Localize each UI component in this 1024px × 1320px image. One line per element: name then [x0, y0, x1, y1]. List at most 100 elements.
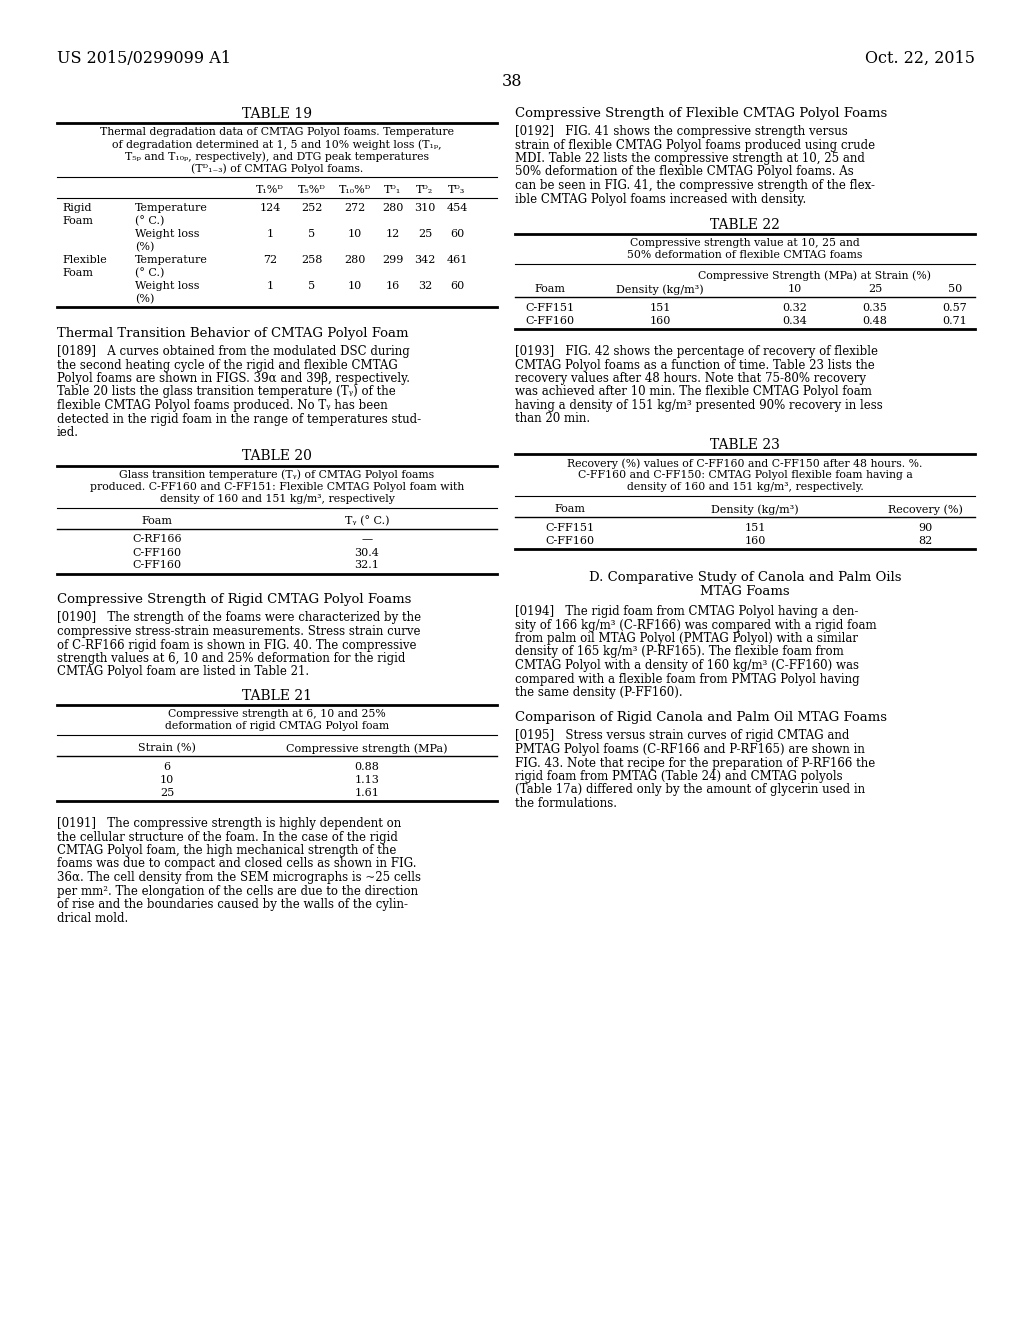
Text: Recovery (%): Recovery (%)	[888, 504, 963, 515]
Text: Density (kg/m³): Density (kg/m³)	[712, 504, 799, 515]
Text: Temperature: Temperature	[135, 203, 208, 213]
Text: 342: 342	[415, 255, 435, 265]
Text: Table 20 lists the glass transition temperature (Tᵧ) of the: Table 20 lists the glass transition temp…	[57, 385, 395, 399]
Text: of rise and the boundaries caused by the walls of the cylin-: of rise and the boundaries caused by the…	[57, 898, 408, 911]
Text: CMTAG Polyol foams as a function of time. Table 23 lists the: CMTAG Polyol foams as a function of time…	[515, 359, 874, 371]
Text: 258: 258	[301, 255, 323, 265]
Text: Density (kg/m³): Density (kg/m³)	[616, 284, 703, 294]
Text: ied.: ied.	[57, 426, 79, 440]
Text: (%): (%)	[135, 294, 155, 305]
Text: compressive stress-strain measurements. Stress strain curve: compressive stress-strain measurements. …	[57, 624, 421, 638]
Text: TABLE 19: TABLE 19	[242, 107, 312, 121]
Text: strength values at 6, 10 and 25% deformation for the rigid: strength values at 6, 10 and 25% deforma…	[57, 652, 406, 665]
Text: 124: 124	[259, 203, 281, 213]
Text: (%): (%)	[135, 242, 155, 252]
Text: the cellular structure of the foam. In the case of the rigid: the cellular structure of the foam. In t…	[57, 830, 398, 843]
Text: strain of flexible CMTAG Polyol foams produced using crude: strain of flexible CMTAG Polyol foams pr…	[515, 139, 876, 152]
Text: [0190]   The strength of the foams were characterized by the: [0190] The strength of the foams were ch…	[57, 611, 421, 624]
Text: 1.61: 1.61	[354, 788, 380, 799]
Text: of degradation determined at 1, 5 and 10% weight loss (T₁ₚ,: of degradation determined at 1, 5 and 10…	[113, 139, 441, 149]
Text: density of 160 and 151 kg/m³, respectively.: density of 160 and 151 kg/m³, respective…	[627, 482, 863, 492]
Text: 36α. The cell density from the SEM micrographs is ~25 cells: 36α. The cell density from the SEM micro…	[57, 871, 421, 884]
Text: produced. C-FF160 and C-FF151: Flexible CMTAG Polyol foam with: produced. C-FF160 and C-FF151: Flexible …	[90, 482, 464, 491]
Text: 32.1: 32.1	[354, 561, 380, 570]
Text: [0195]   Stress versus strain curves of rigid CMTAG and: [0195] Stress versus strain curves of ri…	[515, 730, 849, 742]
Text: CMTAG Polyol foam, the high mechanical strength of the: CMTAG Polyol foam, the high mechanical s…	[57, 843, 396, 857]
Text: 82: 82	[918, 536, 932, 546]
Text: 252: 252	[301, 203, 323, 213]
Text: Temperature: Temperature	[135, 255, 208, 265]
Text: 0.32: 0.32	[782, 304, 808, 313]
Text: rigid foam from PMTAG (Table 24) and CMTAG polyols: rigid foam from PMTAG (Table 24) and CMT…	[515, 770, 843, 783]
Text: C-FF160: C-FF160	[546, 536, 595, 546]
Text: 160: 160	[744, 536, 766, 546]
Text: Compressive Strength (MPa) at Strain (%): Compressive Strength (MPa) at Strain (%)	[698, 271, 932, 281]
Text: 5: 5	[308, 228, 315, 239]
Text: 151: 151	[649, 304, 671, 313]
Text: compared with a flexible foam from PMTAG Polyol having: compared with a flexible foam from PMTAG…	[515, 672, 859, 685]
Text: 280: 280	[382, 203, 403, 213]
Text: 50% deformation of flexible CMTAG foams: 50% deformation of flexible CMTAG foams	[628, 249, 862, 260]
Text: having a density of 151 kg/m³ presented 90% recovery in less: having a density of 151 kg/m³ presented …	[515, 399, 883, 412]
Text: 0.88: 0.88	[354, 762, 380, 772]
Text: 299: 299	[382, 255, 403, 265]
Text: was achieved after 10 min. The flexible CMTAG Polyol foam: was achieved after 10 min. The flexible …	[515, 385, 871, 399]
Text: C-FF160: C-FF160	[132, 561, 181, 570]
Text: Recovery (%) values of C-FF160 and C-FF150 after 48 hours. %.: Recovery (%) values of C-FF160 and C-FF1…	[567, 458, 923, 469]
Text: 0.71: 0.71	[943, 315, 968, 326]
Text: 60: 60	[450, 281, 464, 290]
Text: than 20 min.: than 20 min.	[515, 412, 590, 425]
Text: from palm oil MTAG Polyol (PMTAG Polyol) with a similar: from palm oil MTAG Polyol (PMTAG Polyol)…	[515, 632, 858, 645]
Text: Compressive strength (MPa): Compressive strength (MPa)	[287, 743, 447, 754]
Text: density of 165 kg/m³ (P-RF165). The flexible foam from: density of 165 kg/m³ (P-RF165). The flex…	[515, 645, 844, 659]
Text: Glass transition temperature (Tᵧ) of CMTAG Polyol foams: Glass transition temperature (Tᵧ) of CMT…	[120, 470, 434, 480]
Text: Oct. 22, 2015: Oct. 22, 2015	[865, 50, 975, 67]
Text: PMTAG Polyol foams (C-RF166 and P-RF165) are shown in: PMTAG Polyol foams (C-RF166 and P-RF165)…	[515, 743, 865, 756]
Text: flexible CMTAG Polyol foams produced. No Tᵧ has been: flexible CMTAG Polyol foams produced. No…	[57, 399, 388, 412]
Text: Flexible: Flexible	[62, 255, 106, 265]
Text: 10: 10	[787, 284, 802, 294]
Text: Rigid: Rigid	[62, 203, 91, 213]
Text: 5: 5	[308, 281, 315, 290]
Text: 0.35: 0.35	[862, 304, 888, 313]
Text: TABLE 22: TABLE 22	[710, 218, 780, 232]
Text: 32: 32	[418, 281, 432, 290]
Text: C-FF160: C-FF160	[132, 548, 181, 557]
Text: of C-RF166 rigid foam is shown in FIG. 40. The compressive: of C-RF166 rigid foam is shown in FIG. 4…	[57, 639, 417, 652]
Text: 25: 25	[418, 228, 432, 239]
Text: [0194]   The rigid foam from CMTAG Polyol having a den-: [0194] The rigid foam from CMTAG Polyol …	[515, 605, 858, 618]
Text: foams was due to compact and closed cells as shown in FIG.: foams was due to compact and closed cell…	[57, 858, 417, 870]
Text: recovery values after 48 hours. Note that 75-80% recovery: recovery values after 48 hours. Note tha…	[515, 372, 866, 385]
Text: 25: 25	[160, 788, 174, 799]
Text: Foam: Foam	[62, 268, 93, 279]
Text: MTAG Foams: MTAG Foams	[700, 585, 790, 598]
Text: 10: 10	[348, 281, 362, 290]
Text: Weight loss: Weight loss	[135, 228, 200, 239]
Text: T₁₀%ᴰ: T₁₀%ᴰ	[339, 185, 371, 195]
Text: the second heating cycle of the rigid and flexible CMTAG: the second heating cycle of the rigid an…	[57, 359, 397, 371]
Text: T₅%ᴰ: T₅%ᴰ	[298, 185, 326, 195]
Text: 1.13: 1.13	[354, 775, 380, 785]
Text: 310: 310	[415, 203, 435, 213]
Text: MDI. Table 22 lists the compressive strength at 10, 25 and: MDI. Table 22 lists the compressive stre…	[515, 152, 865, 165]
Text: 90: 90	[918, 523, 932, 533]
Text: the formulations.: the formulations.	[515, 797, 617, 810]
Text: 16: 16	[386, 281, 400, 290]
Text: CMTAG Polyol foam are listed in Table 21.: CMTAG Polyol foam are listed in Table 21…	[57, 665, 309, 678]
Text: Foam: Foam	[535, 284, 565, 294]
Text: Weight loss: Weight loss	[135, 281, 200, 290]
Text: 30.4: 30.4	[354, 548, 380, 557]
Text: 280: 280	[344, 255, 366, 265]
Text: 151: 151	[744, 523, 766, 533]
Text: (Table 17a) differed only by the amount of glycerin used in: (Table 17a) differed only by the amount …	[515, 784, 865, 796]
Text: Thermal degradation data of CMTAG Polyol foams. Temperature: Thermal degradation data of CMTAG Polyol…	[100, 127, 454, 137]
Text: Foam: Foam	[555, 504, 586, 513]
Text: per mm². The elongation of the cells are due to the direction: per mm². The elongation of the cells are…	[57, 884, 418, 898]
Text: 0.57: 0.57	[943, 304, 968, 313]
Text: T₁%ᴰ: T₁%ᴰ	[256, 185, 284, 195]
Text: (° C.): (° C.)	[135, 268, 165, 279]
Text: 454: 454	[446, 203, 468, 213]
Text: FIG. 43. Note that recipe for the preparation of P-RF166 the: FIG. 43. Note that recipe for the prepar…	[515, 756, 876, 770]
Text: sity of 166 kg/m³ (C-RF166) was compared with a rigid foam: sity of 166 kg/m³ (C-RF166) was compared…	[515, 619, 877, 631]
Text: 0.48: 0.48	[862, 315, 888, 326]
